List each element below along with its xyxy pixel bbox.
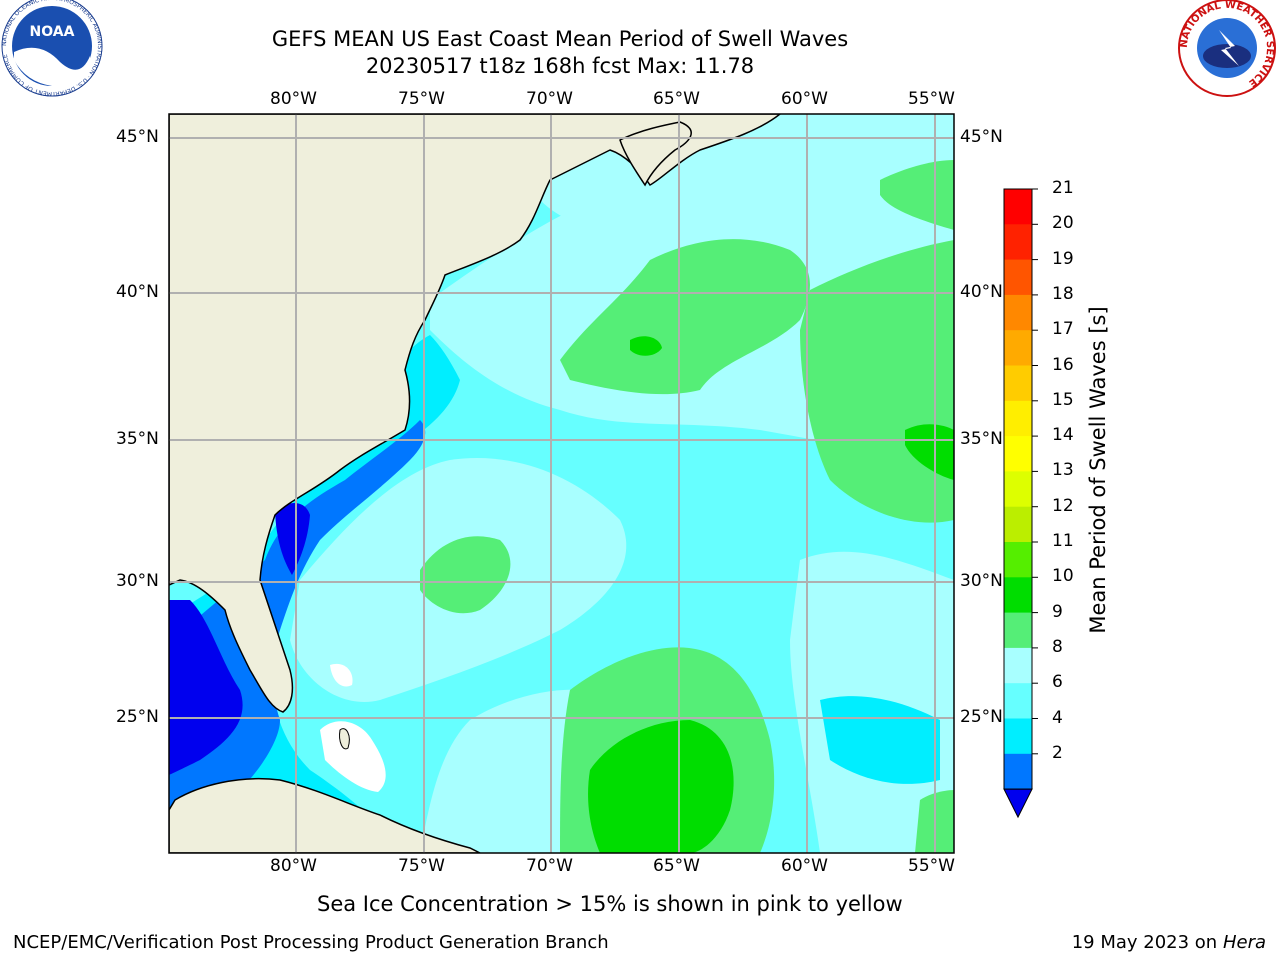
sea-ice-caption: Sea Ice Concentration > 15% is shown in … [317,892,903,916]
lat-label-left-40n: 40°N [116,282,159,302]
colorbar-tick-label: 2 [1052,742,1063,763]
lat-label-left-30n: 30°N [116,571,159,591]
lon-label-bottom-75w: 75°W [398,856,445,876]
lon-label-top-60w: 60°W [781,89,828,109]
colorbar-label: Mean Period of Swell Waves [s] [1086,306,1110,634]
colorbar-segment [1004,365,1032,402]
swell-zone-lt2-florida [169,600,243,775]
colorbar-segment [1004,400,1032,437]
colorbar-segment [1004,577,1032,614]
colorbar-segment [1004,436,1032,472]
lat-label-right-30n: 30°N [960,571,1003,591]
land-cuba [169,777,481,853]
swell-zone-10-11-east [905,424,954,480]
colorbar-tick-label: 9 [1052,601,1063,622]
lon-label-bottom-70w: 70°W [526,856,573,876]
colorbar-tick-label: 4 [1052,707,1063,728]
colorbar-segment [1004,294,1032,331]
colorbar-segment [1004,259,1032,296]
colorbar-tick-label: 19 [1052,248,1074,269]
swell-zone-10-11-north [630,336,662,356]
colorbar-segment [1004,224,1032,261]
lon-label-top-70w: 70°W [526,89,573,109]
colorbar-tick-label: 21 [1052,178,1074,198]
map-subtitle: 20230517 t18z 168h fcst Max: 11.78 [365,54,755,78]
colorbar-segment [1004,753,1032,790]
lat-label-right-45n: 45°N [960,127,1003,147]
map-frame [168,113,955,854]
land-andros-island [339,728,350,750]
colorbar-tick-label: 14 [1052,425,1074,446]
colorbar-tick-label: 8 [1052,636,1063,657]
footer-date: 19 May 2023 on Hera [1072,932,1266,953]
footer-machine: Hera [1222,932,1266,953]
colorbar-segment [1004,683,1032,719]
colorbar [1003,188,1038,819]
map-title: GEFS MEAN US East Coast Mean Period of S… [271,27,849,51]
lon-label-top-55w: 55°W [908,89,955,109]
colorbar-segment [1004,506,1032,543]
nws-logo: NATIONAL WEATHER SERVICE [1178,0,1276,97]
colorbar-under-arrow [1003,788,1033,819]
colorbar-segment [1004,542,1032,578]
colorbar-tick-label: 12 [1052,495,1074,516]
swell-zone-9-10-west [420,536,511,614]
colorbar-tick-label: 6 [1052,672,1063,693]
lon-label-top-80w: 80°W [270,89,317,109]
swell-zone-9-10-north [560,239,810,395]
lat-label-left-35n: 35°N [116,429,159,449]
bahamas-bank-north [330,663,353,687]
swell-zone-10-11-south [588,720,734,853]
lon-label-top-65w: 65°W [653,89,700,109]
colorbar-tick-label: 11 [1052,531,1074,551]
lat-label-right-25n: 25°N [960,707,1003,727]
footer-organization: NCEP/EMC/Verification Post Processing Pr… [13,932,609,953]
land-north-america [169,114,782,713]
bahamas-bank [320,721,386,792]
colorbar-segment [1004,612,1032,649]
colorbar-tick-label: 13 [1052,460,1074,481]
lon-label-bottom-65w: 65°W [653,856,700,876]
colorbar-tick-label: 16 [1052,354,1074,375]
noaa-logo: NATIONAL OCEANIC AND ATMOSPHERIC ADMINIS… [1,0,103,97]
colorbar-segment [1004,647,1032,684]
colorbar-tick-label: 10 [1052,566,1074,587]
colorbar-segment [1004,718,1032,755]
colorbar-segment [1004,330,1032,366]
swell-zone-2-4-coast [169,420,426,853]
lon-label-bottom-80w: 80°W [270,856,317,876]
lat-label-right-35n: 35°N [960,429,1003,449]
colorbar-frame [1003,188,1033,790]
lon-label-bottom-55w: 55°W [908,856,955,876]
colorbar-tick-label: 18 [1052,283,1074,304]
lat-label-right-40n: 40°N [960,282,1003,302]
swell-zone-lt2-georgia [275,503,310,575]
colorbar-tick-label: 17 [1052,319,1074,340]
colorbar-segment [1004,471,1032,508]
colorbar-tick-label: 20 [1052,213,1074,234]
map-gridlines [169,114,954,853]
lon-label-top-75w: 75°W [398,89,445,109]
colorbar-segment [1004,189,1032,225]
lat-label-left-25n: 25°N [116,707,159,727]
lat-label-left-45n: 45°N [116,127,159,147]
footer-date-text: 19 May 2023 on [1071,932,1218,953]
svg-text:NOAA: NOAA [30,24,75,40]
lon-label-bottom-60w: 60°W [781,856,828,876]
colorbar-tick-label: 15 [1052,389,1074,410]
